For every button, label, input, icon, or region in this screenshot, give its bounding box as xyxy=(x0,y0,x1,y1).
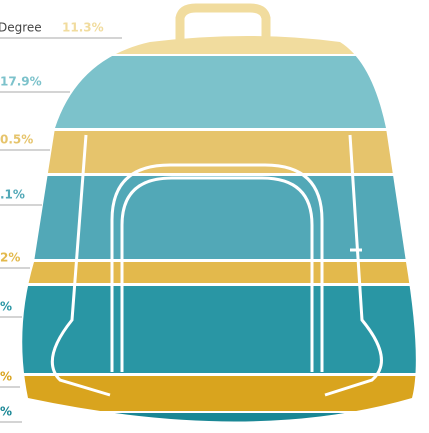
band-percent: % xyxy=(0,370,12,384)
band-percent: 0.5% xyxy=(0,133,33,147)
band-percent: .1% xyxy=(0,188,25,202)
handle xyxy=(175,3,271,50)
band xyxy=(22,262,416,283)
band-percent: 2% xyxy=(0,251,20,265)
band xyxy=(22,376,416,411)
band-percent: 17.9% xyxy=(0,75,42,89)
band xyxy=(22,286,416,373)
backpack xyxy=(22,36,416,422)
band-percent: % xyxy=(0,405,12,419)
band xyxy=(22,131,416,173)
backpack-outline xyxy=(50,134,383,397)
band-percent: 11.3% xyxy=(62,21,104,35)
band-category: Degree xyxy=(0,21,42,35)
band-percent: % xyxy=(0,300,12,314)
band xyxy=(22,176,416,259)
band xyxy=(22,413,416,422)
